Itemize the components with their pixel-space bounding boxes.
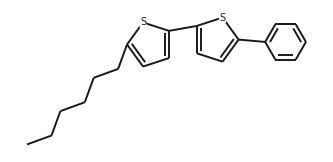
Text: S: S [219, 13, 226, 23]
Text: S: S [140, 17, 146, 27]
